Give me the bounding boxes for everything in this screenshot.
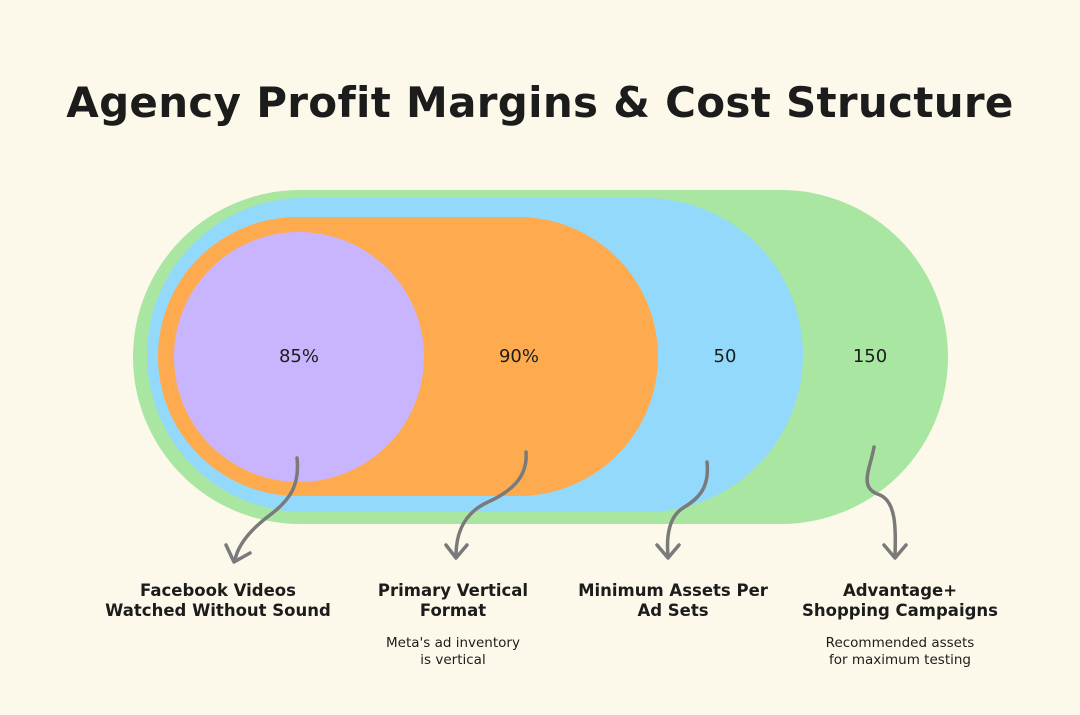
note-line: for maximum testing <box>829 652 971 668</box>
value-90: 90% <box>499 346 539 367</box>
arrowhead-2 <box>444 543 469 560</box>
arrowhead-4 <box>882 543 908 560</box>
label-line: Format <box>419 601 487 620</box>
note-line: is vertical <box>420 652 486 668</box>
label-line: Minimum Assets Per <box>578 581 768 600</box>
note-line: Recommended assets <box>825 635 975 651</box>
note-primary-vertical: Meta's ad inventory is vertical <box>333 635 573 669</box>
value-50: 50 <box>714 346 737 367</box>
arrow-2 <box>454 450 528 558</box>
note-line: Meta's ad inventory <box>386 635 520 651</box>
label-line: Shopping Campaigns <box>802 601 998 620</box>
label-line: Facebook Videos <box>140 581 296 600</box>
arrow-3 <box>665 460 710 558</box>
label-line: Advantage+ <box>842 581 958 600</box>
label-facebook-videos: Facebook Videos Watched Without Sound <box>88 581 348 621</box>
note-advantage-shopping: Recommended assets for maximum testing <box>780 635 1020 669</box>
label-primary-vertical: Primary Vertical Format <box>323 581 583 621</box>
arrow-4 <box>865 445 898 558</box>
label-line: Ad Sets <box>637 601 709 620</box>
arrowhead-3 <box>655 543 681 560</box>
value-150: 150 <box>853 346 887 367</box>
layer-shape-purple <box>174 232 424 482</box>
label-advantage-shopping: Advantage+ Shopping Campaigns <box>770 581 1030 621</box>
arrow-1 <box>233 456 300 562</box>
arrowhead-1 <box>224 543 252 564</box>
label-minimum-assets: Minimum Assets Per Ad Sets <box>543 581 803 621</box>
label-line: Watched Without Sound <box>105 601 331 620</box>
value-85: 85% <box>279 346 319 367</box>
label-line: Primary Vertical <box>377 581 529 600</box>
page-title: Agency Profit Margins & Cost Structure <box>66 78 1014 127</box>
